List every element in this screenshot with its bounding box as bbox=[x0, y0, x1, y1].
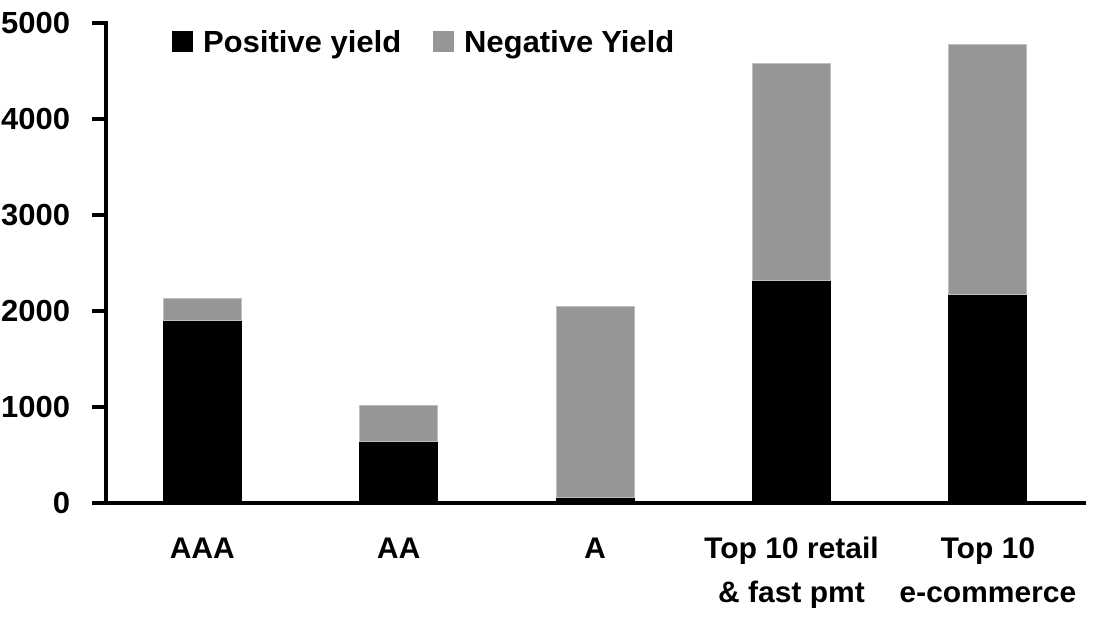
y-axis-label-5000: 5000 bbox=[1, 5, 70, 40]
legend-swatch-negative-yield bbox=[433, 31, 454, 52]
y-axis-tick-0 bbox=[92, 501, 104, 505]
bar-positive-top-10-e-commerce bbox=[948, 294, 1028, 502]
bar-positive-top-10-retail-fast-pmt bbox=[751, 281, 831, 502]
y-axis-line bbox=[104, 21, 108, 505]
bar-positive-aa bbox=[359, 441, 439, 502]
x-axis-label-aa: AA bbox=[376, 532, 421, 565]
y-axis-tick-3000 bbox=[92, 213, 104, 217]
legend-item-negative-yield: Negative Yield bbox=[433, 26, 674, 58]
legend-label-negative-yield: Negative Yield bbox=[464, 24, 675, 59]
x-axis-label-a: A bbox=[584, 532, 606, 565]
bar-negative-top-10-retail-fast-pmt bbox=[751, 63, 831, 282]
bar-negative-aaa bbox=[162, 298, 242, 321]
bar-negative-a bbox=[555, 306, 635, 499]
bar-negative-aa bbox=[359, 404, 439, 442]
bar-positive-a bbox=[555, 498, 635, 502]
y-axis-tick-2000 bbox=[92, 309, 104, 313]
y-axis-tick-5000 bbox=[92, 21, 104, 25]
y-axis-tick-1000 bbox=[92, 405, 104, 409]
x-axis-label-aaa: AAA bbox=[169, 532, 235, 565]
x-axis-label-top-10-retail-fast-pmt: Top 10 retail & fast pmt bbox=[704, 532, 879, 609]
y-axis-label-3000: 3000 bbox=[1, 197, 70, 232]
legend-item-positive-yield: Positive yield bbox=[172, 26, 401, 58]
legend-swatch-positive-yield bbox=[172, 31, 193, 52]
y-axis-label-1000: 1000 bbox=[1, 389, 70, 424]
bar-negative-top-10-e-commerce bbox=[948, 44, 1028, 295]
y-axis-label-4000: 4000 bbox=[1, 101, 70, 136]
bar-positive-aaa bbox=[162, 320, 242, 502]
y-axis-label-2000: 2000 bbox=[1, 293, 70, 328]
x-axis-line bbox=[104, 501, 1086, 505]
y-axis-label-0: 0 bbox=[52, 485, 70, 520]
legend-label-positive-yield: Positive yield bbox=[203, 24, 402, 59]
y-axis-tick-4000 bbox=[92, 117, 104, 121]
x-axis-label-top-10-e-commerce: Top 10 e-commerce bbox=[899, 532, 1077, 609]
